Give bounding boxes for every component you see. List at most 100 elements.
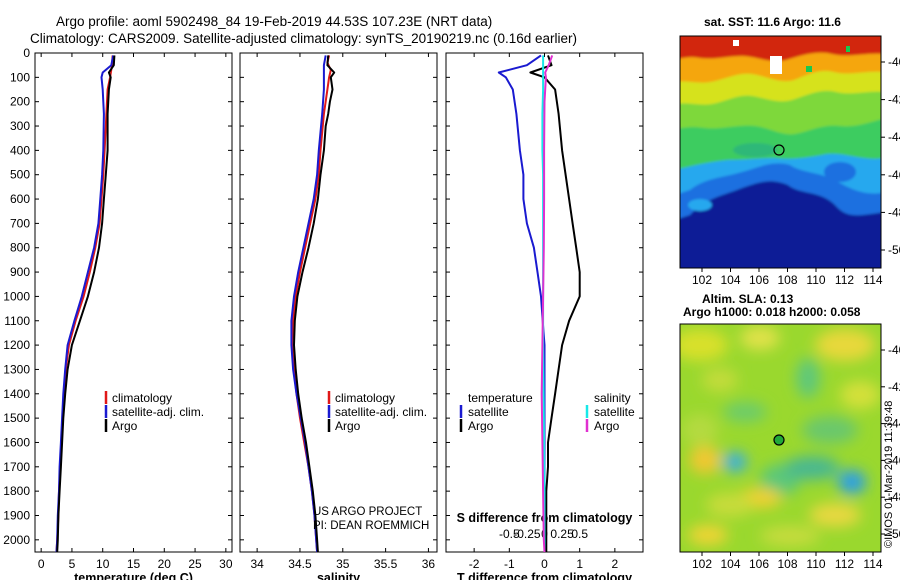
sla-map-ticks: -40 -42 -44 -46 -48 -50 102 104 106 108 110 112 114: [692, 343, 900, 571]
legend-label-satellite: satellite-adj. clim.: [112, 405, 204, 419]
lon-tick-label: 106: [749, 557, 769, 571]
lon-tick-label: 114: [863, 557, 882, 571]
pressure-tick-label: 600: [10, 192, 30, 206]
temperature-plot-frame: [34, 52, 233, 553]
lat-tick-label: -48: [888, 205, 900, 219]
lon-tick-label: 104: [720, 557, 740, 571]
pressure-tick-label: 200: [10, 95, 30, 109]
difference-xtick-label: -1: [504, 557, 515, 571]
pressure-tick-label: 1400: [3, 387, 30, 401]
s-difference-tick-label: 0.5: [571, 527, 588, 541]
salinity-xtick-label: 34: [250, 557, 264, 571]
temperature-xtick-label: 5: [69, 557, 76, 571]
pressure-tick-label: 1200: [3, 338, 30, 352]
salinity-xtick-label: 35.5: [374, 557, 398, 571]
pressure-tick-label: 700: [10, 216, 30, 230]
pressure-tick-label: 300: [10, 119, 30, 133]
lon-tick-label: 104: [720, 273, 740, 287]
lat-tick-label: -40: [888, 343, 900, 357]
legend-label-satellite: satellite-adj. clim.: [335, 405, 427, 419]
pressure-tick-label: 400: [10, 143, 30, 157]
pressure-tick-label: 800: [10, 241, 30, 255]
pressure-tick-label: 1300: [3, 362, 30, 376]
sst-map-ticks: -40 -42 -44 -46 -48 -50 102 104 106 108 110 112 114: [692, 55, 900, 287]
legend-label-t-argo: Argo: [468, 419, 494, 433]
salinity-legend: climatology satellite-adj. clim. Argo: [327, 391, 427, 433]
pressure-tick-label: 1000: [3, 289, 30, 303]
credit-line2: PI: DEAN ROEMMICH: [313, 520, 429, 532]
temperature-series-satellite-adj-clim-: [55, 55, 115, 553]
s-difference-tick-label: -0.25: [513, 527, 541, 541]
pressure-tick-label: 500: [10, 168, 30, 182]
pressure-tick-label: 1800: [3, 484, 30, 498]
lat-tick-label: -50: [888, 243, 900, 257]
legend-heading-salinity: salinity: [594, 391, 631, 405]
lon-tick-label: 102: [692, 557, 712, 571]
legend-label-s-satellite: satellite: [594, 405, 635, 419]
sst-map-title: sat. SST: 11.6 Argo: 11.6: [704, 15, 841, 29]
lon-tick-label: 108: [777, 273, 797, 287]
salinity-series-argo: [293, 55, 336, 553]
legend-heading-temperature: temperature: [468, 391, 533, 405]
lat-tick-label: -46: [888, 453, 900, 467]
lat-tick-label: -42: [888, 93, 900, 107]
lon-tick-label: 106: [749, 273, 769, 287]
pressure-tick-label: 1500: [3, 411, 30, 425]
temperature-xtick-label: 0: [38, 557, 45, 571]
difference-xtick-label: 0: [541, 557, 548, 571]
lon-tick-label: 110: [806, 557, 825, 571]
lon-tick-label: 114: [863, 273, 882, 287]
sla-map-title-line2: Argo h1000: 0.018 h2000: 0.058: [683, 305, 861, 319]
sst-float-marker: [773, 144, 785, 156]
sla-float-marker: [773, 434, 785, 446]
lon-tick-label: 108: [777, 557, 797, 571]
legend-label-s-argo: Argo: [594, 419, 620, 433]
salinity-profile-panel: 34 34.5 35 35.5 36 salinity: [239, 52, 438, 580]
salinity-plot-frame: [239, 52, 438, 553]
salinity-credit: US ARGO PROJECT PI: DEAN ROEMMICH: [313, 506, 429, 532]
pressure-tick-label: 900: [10, 265, 30, 279]
legend-label-argo: Argo: [112, 419, 138, 433]
lat-tick-label: -48: [888, 490, 900, 504]
salinity-axis-label: salinity: [317, 571, 360, 580]
s-difference-tick-label: -0.5: [499, 527, 520, 541]
difference-xtick-label: -2: [469, 557, 480, 571]
lat-tick-label: -44: [888, 417, 900, 431]
difference-xtick-label: 1: [576, 557, 583, 571]
pressure-tick-label: 1600: [3, 435, 30, 449]
sla-map-title-line1: Altim. SLA: 0.13: [702, 292, 794, 306]
credit-line1: US ARGO PROJECT: [313, 506, 422, 518]
difference-series-s-argo: [540, 55, 554, 553]
copyright-stamp: ©IMOS 01-Mar-2019 11:39:48: [883, 401, 895, 548]
difference-axis-label: T difference from climatology: [457, 571, 632, 580]
temperature-profile-panel: 0 100 200 300 400 500 600 700 800 900 1000 1100 1200…: [3, 46, 233, 580]
lat-tick-label: -46: [888, 168, 900, 182]
salinity-xtick-label: 35: [336, 557, 350, 571]
sst-map: -40 -42 -44 -46 -48 -50 102 104 106 108 110 112 114: [679, 35, 900, 287]
temperature-xtick-label: 15: [127, 557, 141, 571]
lat-tick-label: -40: [888, 55, 900, 69]
pressure-tick-label: 1100: [4, 314, 30, 328]
sla-map-frame: [679, 323, 882, 553]
lon-tick-label: 112: [835, 557, 854, 571]
legend-label-climatology: climatology: [335, 391, 395, 405]
lon-tick-label: 112: [835, 273, 854, 287]
s-difference-tick-label: 0.25: [550, 527, 574, 541]
pressure-tick-label: 100: [10, 70, 30, 84]
salinity-xtick-label: 34.5: [288, 557, 312, 571]
lat-tick-label: -42: [888, 380, 900, 394]
pressure-tick-label: 1700: [3, 460, 30, 474]
lon-tick-label: 110: [806, 273, 825, 287]
salinity-xtick-label: 36: [422, 557, 436, 571]
difference-series-t-argo: [529, 55, 581, 552]
difference-legend-temperature: temperature satellite Argo: [459, 391, 533, 433]
lat-tick-label: -50: [888, 527, 900, 541]
difference-legend-salinity: salinity satellite Argo: [585, 391, 635, 433]
temperature-xtick-label: 20: [158, 557, 172, 571]
temperature-xtick-label: 30: [219, 557, 233, 571]
pressure-tick-label: 1900: [3, 508, 30, 522]
difference-xtick-label: 2: [612, 557, 619, 571]
sst-map-frame: [679, 35, 882, 269]
